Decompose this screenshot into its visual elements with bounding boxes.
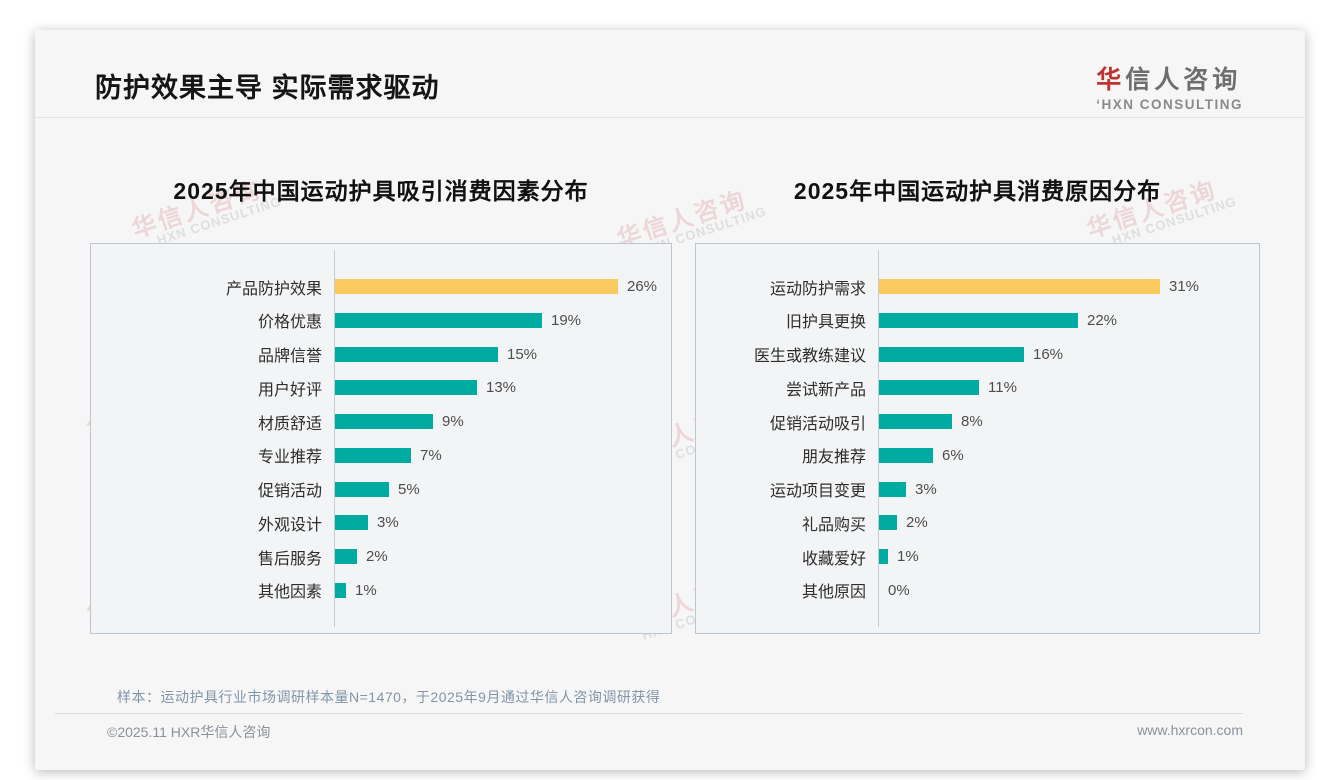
right-chart-axis-line (878, 250, 879, 627)
category-label: 尝试新产品 (785, 381, 866, 399)
value-label: 0% (888, 581, 910, 599)
bar (335, 312, 542, 328)
category-label: 运动项目变更 (769, 483, 866, 501)
category-label: 朋友推荐 (801, 449, 866, 467)
chart-row: 专业推荐 7% (91, 439, 671, 472)
left-chart-axis-line (334, 250, 335, 627)
left-chart-title: 2025年中国运动护具吸引消费因素分布 (173, 178, 589, 204)
left-chart-panel: 产品防护效果 26% 价格优惠 19% 品牌信誉 15% 用户好评 13% 材质舒适 9% 专业推荐… (90, 243, 672, 634)
category-label: 礼品购买 (801, 516, 866, 534)
chart-row: 其他原因 0% (696, 574, 1259, 607)
category-label: 外观设计 (257, 516, 322, 534)
category-label: 其他因素 (257, 584, 322, 602)
company-logo: 华信人咨询 ʻHXN CONSULTING (1096, 60, 1243, 112)
logo-chinese: 华信人咨询 (1096, 66, 1242, 94)
chart-row: 材质舒适 9% (91, 405, 671, 438)
chart-row: 用户好评 13% (91, 371, 671, 404)
right-chart-rows: 运动防护需求 31% 旧护具更换 22% 医生或教练建议 16% 尝试新产品 11% 促销活动吸… (696, 270, 1259, 607)
category-label: 收藏爱好 (801, 550, 866, 568)
category-label: 其他原因 (801, 584, 866, 602)
category-label: 价格优惠 (257, 314, 322, 332)
value-label: 19% (551, 311, 582, 329)
chart-row: 品牌信誉 15% (91, 338, 671, 371)
value-label: 1% (355, 581, 377, 599)
chart-row: 收藏爱好 1% (696, 540, 1259, 573)
chart-row: 医生或教练建议 16% (696, 338, 1259, 371)
category-label: 促销活动 (257, 483, 322, 501)
bar (335, 346, 498, 362)
category-label: 专业推荐 (257, 449, 322, 467)
value-label: 9% (442, 413, 464, 431)
header: 防护效果主导 实际需求驱动 华信人咨询 ʻHXN CONSULTING (35, 30, 1305, 118)
bar (335, 515, 368, 531)
value-label: 2% (906, 514, 928, 532)
category-label: 产品防护效果 (225, 280, 322, 298)
chart-row: 外观设计 3% (91, 506, 671, 539)
bar (879, 279, 1160, 294)
category-label: 品牌信誉 (257, 348, 322, 366)
bar (335, 279, 618, 294)
bar (335, 380, 477, 396)
chart-row: 尝试新产品 11% (696, 371, 1259, 404)
bar (335, 414, 433, 430)
value-label: 31% (1169, 278, 1200, 295)
footer-copyright: ©2025.11 HXR华信人咨询 (107, 724, 271, 740)
bar (879, 346, 1024, 362)
chart-row: 促销活动 5% (91, 473, 671, 506)
value-label: 5% (398, 480, 420, 498)
right-chart-panel: 运动防护需求 31% 旧护具更换 22% 医生或教练建议 16% 尝试新产品 11% 促销活动吸… (695, 243, 1260, 634)
value-label: 6% (942, 446, 964, 464)
bar (879, 447, 933, 463)
slide-card: 华信人咨询 HXN CONSULTING 华信人咨询 HXN CONSULTING 华信… (35, 30, 1305, 770)
value-label: 22% (1087, 311, 1118, 329)
logo-english: ʻHXN CONSULTING (1096, 97, 1243, 112)
value-label: 1% (897, 548, 919, 566)
footer-website: www.hxrcon.com (1137, 722, 1243, 738)
bar (879, 380, 979, 396)
category-label: 材质舒适 (257, 415, 322, 433)
bar (335, 549, 357, 565)
category-label: 运动防护需求 (769, 280, 866, 298)
bar (335, 447, 411, 463)
value-label: 2% (366, 548, 388, 566)
bar (879, 515, 897, 531)
value-label: 7% (420, 446, 442, 464)
value-label: 13% (486, 379, 517, 397)
value-label: 11% (988, 379, 1017, 397)
bar (879, 414, 952, 430)
left-chart-rows: 产品防护效果 26% 价格优惠 19% 品牌信誉 15% 用户好评 13% 材质舒适 9% 专业推荐… (91, 270, 671, 607)
value-label: 3% (915, 480, 937, 498)
page-title: 防护效果主导 实际需求驱动 (95, 73, 440, 103)
value-label: 16% (1033, 345, 1064, 363)
value-label: 15% (507, 345, 538, 363)
bar (335, 481, 389, 497)
value-label: 26% (627, 278, 658, 295)
value-label: 3% (377, 514, 399, 532)
right-chart-title: 2025年中国运动护具消费原因分布 (793, 178, 1162, 204)
chart-row: 其他因素 1% (91, 574, 671, 607)
category-label: 售后服务 (257, 550, 322, 568)
value-label: 8% (961, 413, 983, 431)
chart-row: 售后服务 2% (91, 540, 671, 573)
chart-row: 促销活动吸引 8% (696, 405, 1259, 438)
category-label: 医生或教练建议 (753, 348, 866, 366)
category-label: 用户好评 (257, 381, 322, 399)
bar (335, 582, 346, 598)
category-label: 旧护具更换 (785, 314, 866, 332)
chart-row: 旧护具更换 22% (696, 304, 1259, 337)
category-label: 促销活动吸引 (769, 415, 866, 433)
chart-row: 产品防护效果 26% (91, 270, 671, 303)
chart-row: 礼品购买 2% (696, 506, 1259, 539)
footer: ©2025.11 HXR华信人咨询 www.hxrcon.com (55, 713, 1243, 742)
chart-row: 朋友推荐 6% (696, 439, 1259, 472)
chart-row: 运动防护需求 31% (696, 270, 1259, 303)
chart-row: 价格优惠 19% (91, 304, 671, 337)
sample-note: 样本：运动护具行业市场调研样本量N=1470，于2025年9月通过华信人咨询调研… (117, 689, 661, 705)
bar (879, 312, 1078, 328)
bar (879, 549, 888, 565)
chart-row: 运动项目变更 3% (696, 473, 1259, 506)
bar (879, 481, 906, 497)
